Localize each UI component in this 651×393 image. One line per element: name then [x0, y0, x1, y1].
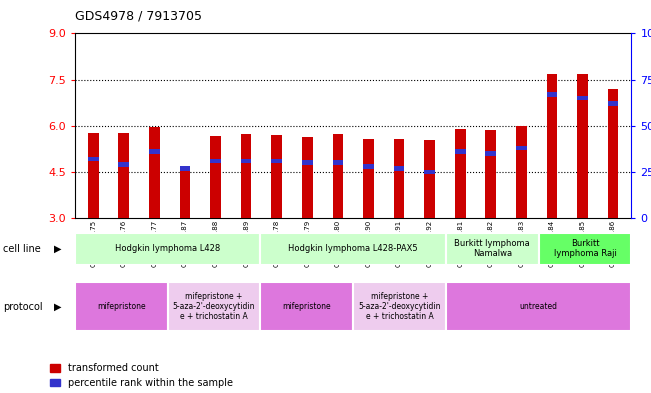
Text: untreated: untreated: [519, 302, 558, 311]
Bar: [516, 127, 527, 218]
Bar: [608, 89, 618, 218]
Bar: [210, 136, 221, 218]
Text: Hodgkin lymphoma L428-PAX5: Hodgkin lymphoma L428-PAX5: [288, 244, 418, 253]
Bar: [608, 101, 618, 106]
Bar: [394, 166, 404, 171]
Bar: [486, 130, 496, 218]
Bar: [547, 92, 557, 97]
Bar: [88, 134, 98, 218]
Bar: [118, 134, 129, 218]
Bar: [302, 160, 312, 165]
Bar: [577, 96, 588, 100]
Bar: [260, 282, 353, 331]
Bar: [302, 138, 312, 218]
Bar: [88, 157, 98, 161]
Text: GDS4978 / 7913705: GDS4978 / 7913705: [75, 10, 202, 23]
Text: Burkitt
lymphoma Raji: Burkitt lymphoma Raji: [553, 239, 616, 258]
Text: mifepristone: mifepristone: [97, 302, 146, 311]
Bar: [333, 134, 343, 218]
Bar: [241, 134, 251, 218]
Bar: [539, 233, 631, 264]
Bar: [446, 233, 539, 264]
Bar: [394, 139, 404, 218]
Bar: [516, 146, 527, 150]
Bar: [180, 166, 190, 171]
Bar: [118, 162, 129, 167]
Text: mifepristone +
5-aza-2'-deoxycytidin
e + trichostatin A: mifepristone + 5-aza-2'-deoxycytidin e +…: [173, 292, 255, 321]
Bar: [333, 160, 343, 165]
Text: Hodgkin lymphoma L428: Hodgkin lymphoma L428: [115, 244, 220, 253]
Text: mifepristone +
5-aza-2'-deoxycytidin
e + trichostatin A: mifepristone + 5-aza-2'-deoxycytidin e +…: [358, 292, 441, 321]
Bar: [547, 74, 557, 218]
Bar: [363, 164, 374, 169]
Bar: [75, 282, 168, 331]
Bar: [577, 74, 588, 218]
Bar: [168, 282, 260, 331]
Text: protocol: protocol: [3, 301, 43, 312]
Bar: [149, 149, 159, 154]
Text: mifepristone: mifepristone: [283, 302, 331, 311]
Legend: transformed count, percentile rank within the sample: transformed count, percentile rank withi…: [50, 363, 233, 388]
Bar: [271, 158, 282, 163]
Bar: [149, 127, 159, 218]
Bar: [446, 282, 631, 331]
Text: ▶: ▶: [54, 301, 62, 312]
Bar: [455, 149, 465, 154]
Bar: [180, 168, 190, 218]
Text: ▶: ▶: [54, 244, 62, 253]
Bar: [455, 129, 465, 218]
Bar: [353, 282, 446, 331]
Bar: [260, 233, 446, 264]
Bar: [424, 170, 435, 174]
Bar: [210, 158, 221, 163]
Bar: [271, 135, 282, 218]
Text: Burkitt lymphoma
Namalwa: Burkitt lymphoma Namalwa: [454, 239, 530, 258]
Bar: [486, 151, 496, 156]
Text: cell line: cell line: [3, 244, 41, 253]
Bar: [241, 158, 251, 163]
Bar: [424, 140, 435, 218]
Bar: [75, 233, 260, 264]
Bar: [363, 139, 374, 218]
